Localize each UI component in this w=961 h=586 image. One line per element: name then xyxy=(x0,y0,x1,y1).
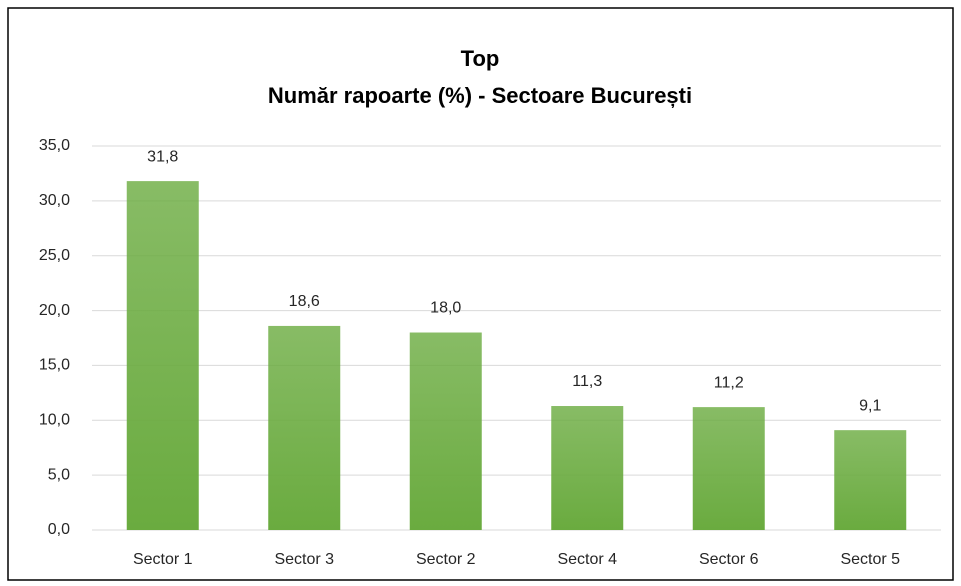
y-tick-label: 25,0 xyxy=(39,247,70,264)
data-label: 11,2 xyxy=(714,374,744,391)
x-tick-label: Sector 2 xyxy=(416,551,476,568)
x-tick-label: Sector 1 xyxy=(133,551,193,568)
bar xyxy=(268,325,341,530)
data-label: 18,6 xyxy=(289,293,320,310)
y-tick-label: 20,0 xyxy=(39,302,70,319)
bar xyxy=(834,430,907,530)
x-tick-label: Sector 5 xyxy=(840,551,900,568)
y-tick-label: 10,0 xyxy=(39,412,70,429)
y-tick-label: 5,0 xyxy=(48,466,70,483)
data-label: 18,0 xyxy=(430,300,461,317)
y-tick-label: 0,0 xyxy=(48,521,70,538)
x-tick-label: Sector 4 xyxy=(557,551,617,568)
x-tick-label: Sector 6 xyxy=(699,551,759,568)
data-label: 11,3 xyxy=(572,373,602,390)
data-label: 9,1 xyxy=(859,397,881,414)
bar xyxy=(692,407,765,530)
x-tick-label: Sector 3 xyxy=(274,551,334,568)
bar xyxy=(551,406,624,530)
bar xyxy=(126,181,199,530)
chart-subtitle: Număr rapoarte (%) - Sectoare București xyxy=(268,83,692,108)
data-label: 31,8 xyxy=(147,148,178,165)
bar xyxy=(409,332,482,530)
y-tick-label: 15,0 xyxy=(39,357,70,374)
chart-title: Top xyxy=(461,46,500,71)
y-tick-label: 35,0 xyxy=(39,137,70,154)
y-tick-label: 30,0 xyxy=(39,192,70,209)
